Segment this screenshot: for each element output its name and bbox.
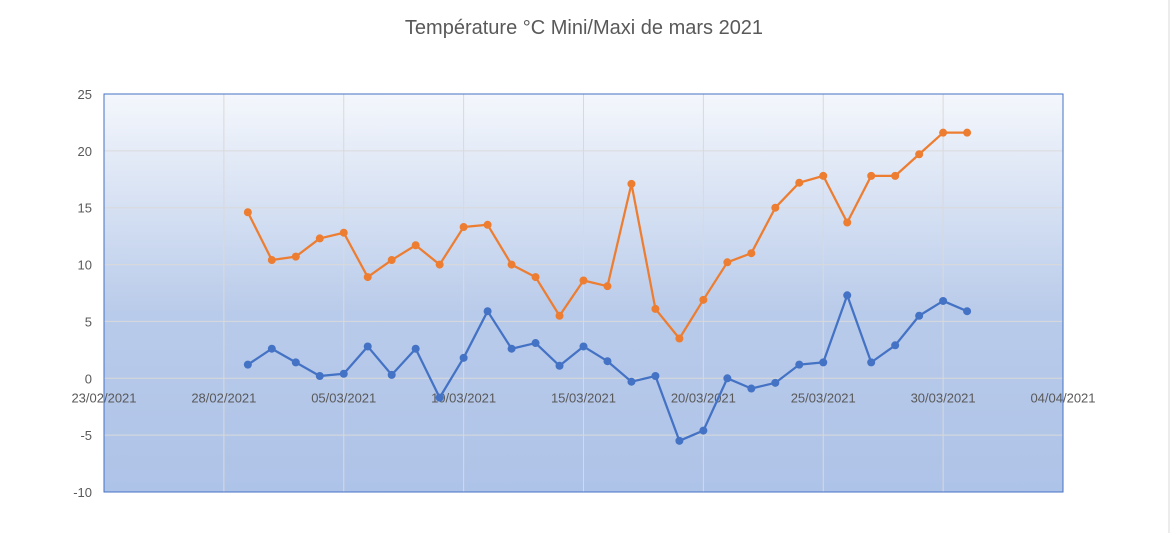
data-point — [483, 220, 492, 229]
data-point — [555, 361, 564, 370]
data-point — [291, 252, 300, 261]
data-point — [483, 307, 492, 316]
x-tick-label: 05/03/2021 — [311, 390, 376, 405]
y-tick-label: 0 — [85, 371, 92, 386]
data-point — [411, 344, 420, 353]
data-point — [867, 171, 876, 180]
series-mini — [243, 291, 972, 445]
data-point — [315, 372, 324, 381]
y-tick-label: -5 — [80, 428, 92, 443]
x-tick-label: 10/03/2021 — [431, 390, 496, 405]
data-point — [267, 256, 276, 265]
data-point — [291, 358, 300, 367]
y-tick-label: 15 — [78, 201, 92, 216]
x-tick-label: 20/03/2021 — [671, 390, 736, 405]
data-point — [747, 384, 756, 393]
data-point — [651, 304, 660, 313]
data-point — [531, 339, 540, 348]
data-point — [939, 296, 948, 305]
data-point — [411, 241, 420, 250]
data-point — [243, 208, 252, 217]
data-point — [723, 258, 732, 267]
data-point — [507, 344, 516, 353]
data-point — [459, 353, 468, 362]
series-group — [243, 128, 972, 445]
data-point — [891, 341, 900, 350]
data-point — [555, 311, 564, 320]
chart-title: Température °C Mini/Maxi de mars 2021 — [405, 17, 763, 39]
data-point — [675, 334, 684, 343]
data-point — [435, 393, 444, 402]
data-point — [363, 273, 372, 282]
data-point — [315, 234, 324, 243]
data-point — [843, 218, 852, 227]
data-point — [387, 256, 396, 265]
x-tick-label: 25/03/2021 — [791, 390, 856, 405]
data-point — [531, 273, 540, 282]
y-tick-label: 20 — [78, 144, 92, 159]
x-tick-label: 15/03/2021 — [551, 390, 616, 405]
data-point — [915, 311, 924, 320]
data-point — [243, 360, 252, 369]
data-point — [723, 374, 732, 383]
data-point — [459, 223, 468, 232]
data-point — [915, 150, 924, 159]
series-maxi — [243, 128, 972, 343]
data-point — [795, 178, 804, 187]
x-tick-label: 28/02/2021 — [191, 390, 256, 405]
data-point — [507, 260, 516, 269]
data-point — [579, 276, 588, 285]
x-tick-label: 30/03/2021 — [911, 390, 976, 405]
data-point — [651, 372, 660, 381]
data-point — [627, 179, 636, 188]
data-point — [819, 171, 828, 180]
data-point — [435, 260, 444, 269]
data-point — [627, 377, 636, 386]
data-point — [675, 436, 684, 445]
data-point — [819, 358, 828, 367]
data-point — [867, 358, 876, 367]
y-tick-label: 25 — [78, 87, 92, 102]
data-point — [795, 360, 804, 369]
data-point — [699, 426, 708, 435]
data-point — [771, 378, 780, 387]
data-point — [963, 307, 972, 316]
y-tick-label: 10 — [78, 258, 92, 273]
y-tick-label: 5 — [85, 314, 92, 329]
data-point — [363, 342, 372, 351]
plot-border — [103, 93, 1064, 493]
data-point — [939, 128, 948, 137]
data-point — [843, 291, 852, 300]
data-point — [339, 228, 348, 237]
data-point — [963, 128, 972, 137]
data-point — [699, 295, 708, 304]
x-axis: 23/02/2021 28/02/2021 05/03/2021 10/03/2021… — [71, 390, 1095, 405]
data-point — [267, 344, 276, 353]
data-point — [579, 342, 588, 351]
data-point — [603, 357, 612, 366]
y-tick-label: -10 — [73, 485, 92, 500]
y-axis: 25 20 15 10 5 0 -5 -10 — [73, 87, 92, 500]
data-point — [747, 249, 756, 258]
data-point — [771, 203, 780, 212]
data-point — [387, 370, 396, 379]
data-point — [891, 171, 900, 180]
data-point — [339, 369, 348, 378]
data-point — [603, 282, 612, 291]
